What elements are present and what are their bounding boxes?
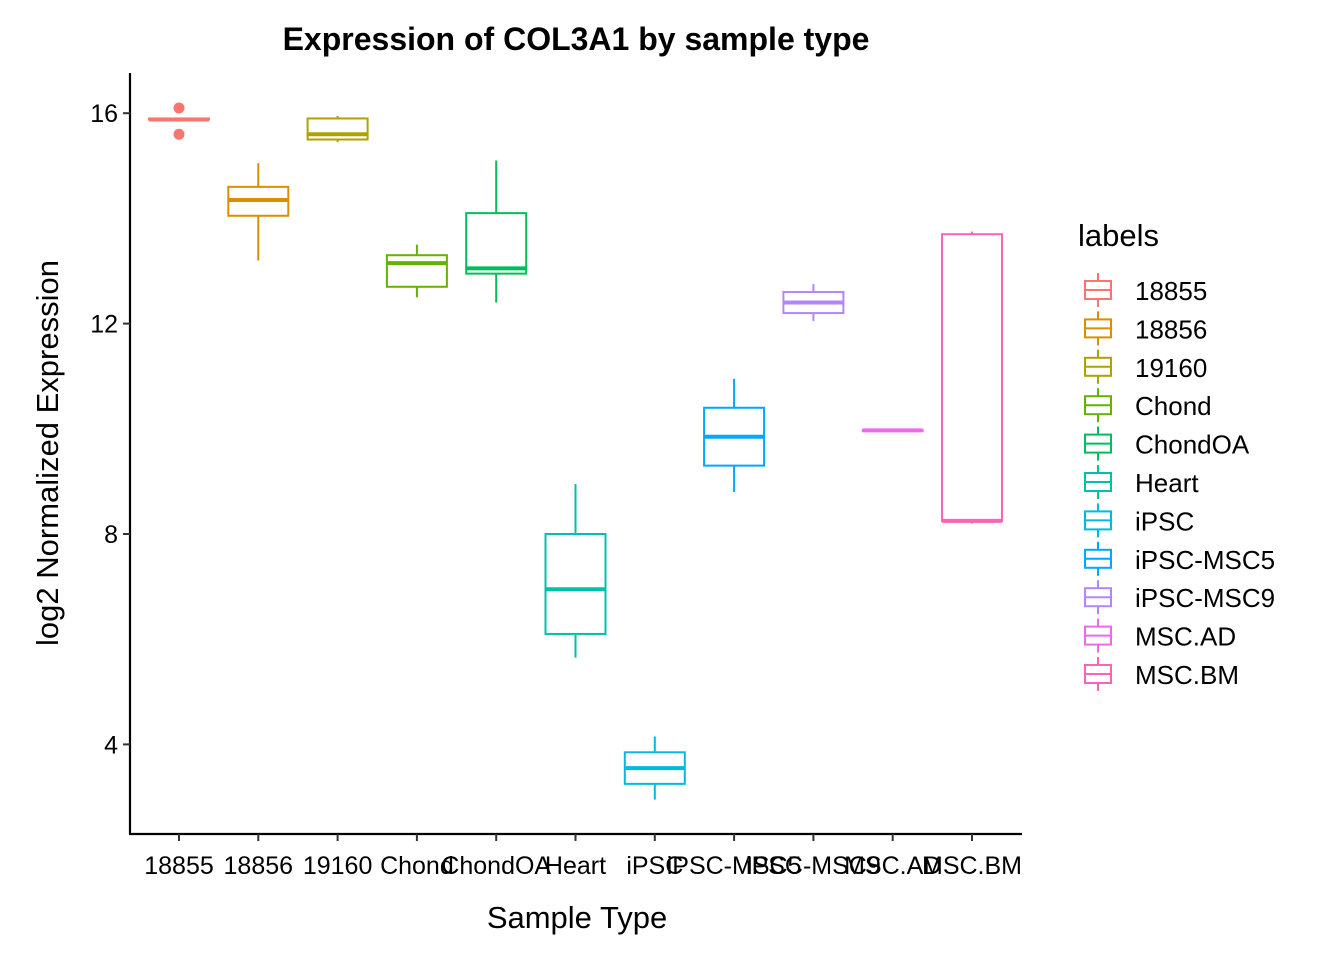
box-iqr bbox=[544, 533, 607, 635]
legend-item: Chond bbox=[1084, 388, 1212, 423]
legend-item: 19160 bbox=[1084, 349, 1207, 384]
legend-label: iPSC bbox=[1135, 506, 1194, 536]
box-Heart bbox=[544, 484, 607, 658]
legend-label: 18856 bbox=[1135, 314, 1207, 344]
chart-title: Expression of COL3A1 by sample type bbox=[283, 21, 870, 57]
x-tick-label: iPSC-MSC9 bbox=[746, 852, 881, 880]
box-iqr bbox=[465, 212, 528, 275]
box-iqr bbox=[306, 117, 369, 141]
x-tick-label: iPSC-MSC5 bbox=[667, 852, 802, 880]
x-tick-label: Chond bbox=[380, 852, 454, 880]
legend-item: MSC.BM bbox=[1084, 657, 1239, 691]
y-tick-label: 16 bbox=[90, 100, 118, 128]
box-iqr bbox=[941, 233, 1003, 522]
legend-label: iPSC-MSC9 bbox=[1135, 583, 1275, 613]
x-axis-title: Sample Type bbox=[487, 900, 667, 935]
box-18855 bbox=[148, 102, 210, 140]
x-tick-label: 18855 bbox=[144, 852, 214, 880]
legend-item: Heart bbox=[1084, 465, 1199, 499]
legend-item: ChondOA bbox=[1084, 426, 1250, 461]
x-tick-label: ChondOA bbox=[441, 852, 551, 880]
legend-label: MSC.AD bbox=[1135, 622, 1236, 652]
legend-item: iPSC-MSC9 bbox=[1084, 580, 1275, 615]
legend-item: iPSC bbox=[1084, 503, 1194, 538]
legend-item: iPSC-MSC5 bbox=[1084, 541, 1275, 576]
box-18856 bbox=[227, 163, 290, 261]
box-iPSC-MSC9 bbox=[782, 284, 845, 321]
legend-item: MSC.AD bbox=[1084, 618, 1236, 653]
legend-label: MSC.BM bbox=[1135, 660, 1239, 690]
y-tick-label: 12 bbox=[90, 311, 118, 339]
x-tick-label: iPSC bbox=[626, 852, 683, 880]
box-MSC.BM bbox=[941, 231, 1003, 524]
y-axis-title: log2 Normalized Expression bbox=[30, 260, 65, 646]
legend-title: labels bbox=[1078, 218, 1159, 253]
box-iqr bbox=[385, 254, 448, 288]
y-tick-label: 8 bbox=[104, 521, 118, 549]
plot-area bbox=[148, 102, 1003, 800]
x-tick-label: 18856 bbox=[224, 852, 294, 880]
legend: labels 18855 18856 19160 Chond ChondOA Heart i… bbox=[1078, 218, 1275, 691]
legend-label: ChondOA bbox=[1135, 430, 1250, 460]
box-MSC.AD bbox=[861, 428, 924, 433]
box-iPSC bbox=[623, 736, 686, 800]
box-Chond bbox=[385, 244, 448, 298]
x-tick-label: Heart bbox=[545, 852, 606, 880]
legend-item: 18855 bbox=[1084, 273, 1207, 307]
outlier-point bbox=[173, 128, 185, 140]
box-ChondOA bbox=[465, 160, 528, 303]
x-tick-label: 19160 bbox=[303, 852, 373, 880]
x-tick-label: MSC.AD bbox=[844, 852, 941, 880]
legend-label: Chond bbox=[1135, 391, 1212, 421]
legend-item: 18856 bbox=[1084, 311, 1207, 346]
legend-label: iPSC-MSC5 bbox=[1135, 545, 1275, 575]
y-tick-label: 4 bbox=[104, 731, 118, 759]
box-iPSC-MSC5 bbox=[703, 378, 766, 492]
y-axis: 4 8 12 16 bbox=[90, 100, 130, 759]
outlier-point bbox=[173, 102, 185, 114]
legend-label: 19160 bbox=[1135, 353, 1207, 383]
legend-label: 18855 bbox=[1135, 276, 1207, 306]
box-19160 bbox=[306, 115, 369, 143]
x-tick-label: MSC.BM bbox=[922, 852, 1022, 880]
legend-label: Heart bbox=[1135, 468, 1199, 498]
